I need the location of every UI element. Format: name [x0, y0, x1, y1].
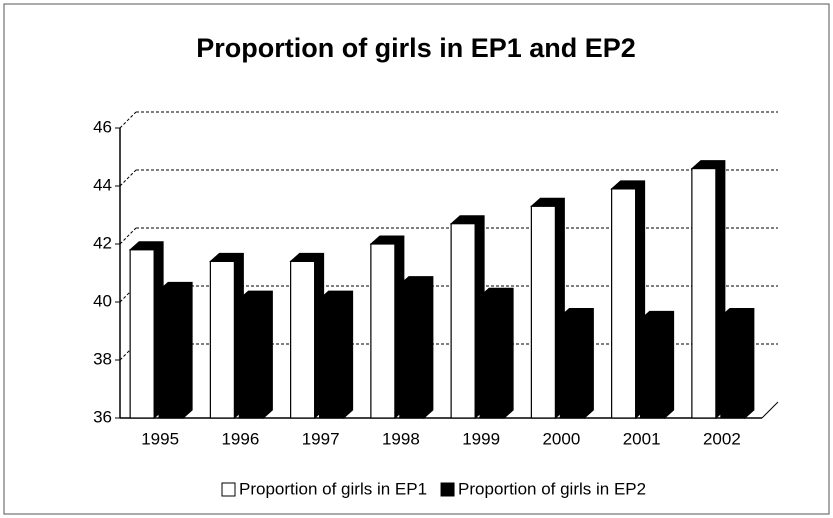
- bar: [158, 289, 184, 419]
- x-tick-label: 1995: [141, 429, 179, 448]
- bar: [209, 260, 235, 419]
- bar: [319, 298, 345, 419]
- x-tick-label: 2001: [623, 429, 661, 448]
- y-tick-label: 42: [93, 233, 112, 252]
- y-tick-label: 44: [93, 175, 112, 194]
- bar: [611, 188, 637, 419]
- x-tick-label: 1999: [462, 429, 500, 448]
- x-tick-label: 1997: [302, 429, 340, 448]
- legend-label: Proportion of girls in EP1: [239, 479, 427, 498]
- bar: [238, 298, 264, 419]
- bar: [399, 284, 425, 419]
- chart-title: Proportion of girls in EP1 and EP2: [196, 33, 636, 63]
- grid-line: [119, 343, 137, 361]
- y-tick-label: 46: [93, 117, 112, 136]
- x-tick-label: 1998: [382, 429, 420, 448]
- grid-line: [119, 169, 137, 187]
- bar: [559, 315, 585, 419]
- floor-edge: [761, 401, 779, 419]
- grid-line: [119, 285, 137, 303]
- grid-line: [119, 111, 137, 129]
- x-tick-label: 2000: [542, 429, 580, 448]
- bar: [530, 205, 556, 419]
- bar: [129, 249, 155, 419]
- x-tick-label: 1996: [221, 429, 259, 448]
- grid-line: [119, 227, 137, 245]
- bar: [479, 295, 505, 419]
- bar: [720, 315, 746, 419]
- x-tick-label: 2002: [703, 429, 741, 448]
- chart-frame: [3, 3, 830, 515]
- bar: [370, 243, 396, 419]
- bar: [450, 223, 476, 419]
- legend-swatch: [440, 482, 455, 497]
- y-tick-label: 40: [93, 291, 112, 310]
- bar: [640, 318, 666, 419]
- y-tick-label: 38: [93, 349, 112, 368]
- bar: [290, 260, 316, 419]
- y-tick-label: 36: [93, 407, 112, 426]
- legend-label: Proportion of girls in EP2: [458, 479, 646, 498]
- bar: [691, 168, 717, 419]
- legend-swatch: [221, 482, 236, 497]
